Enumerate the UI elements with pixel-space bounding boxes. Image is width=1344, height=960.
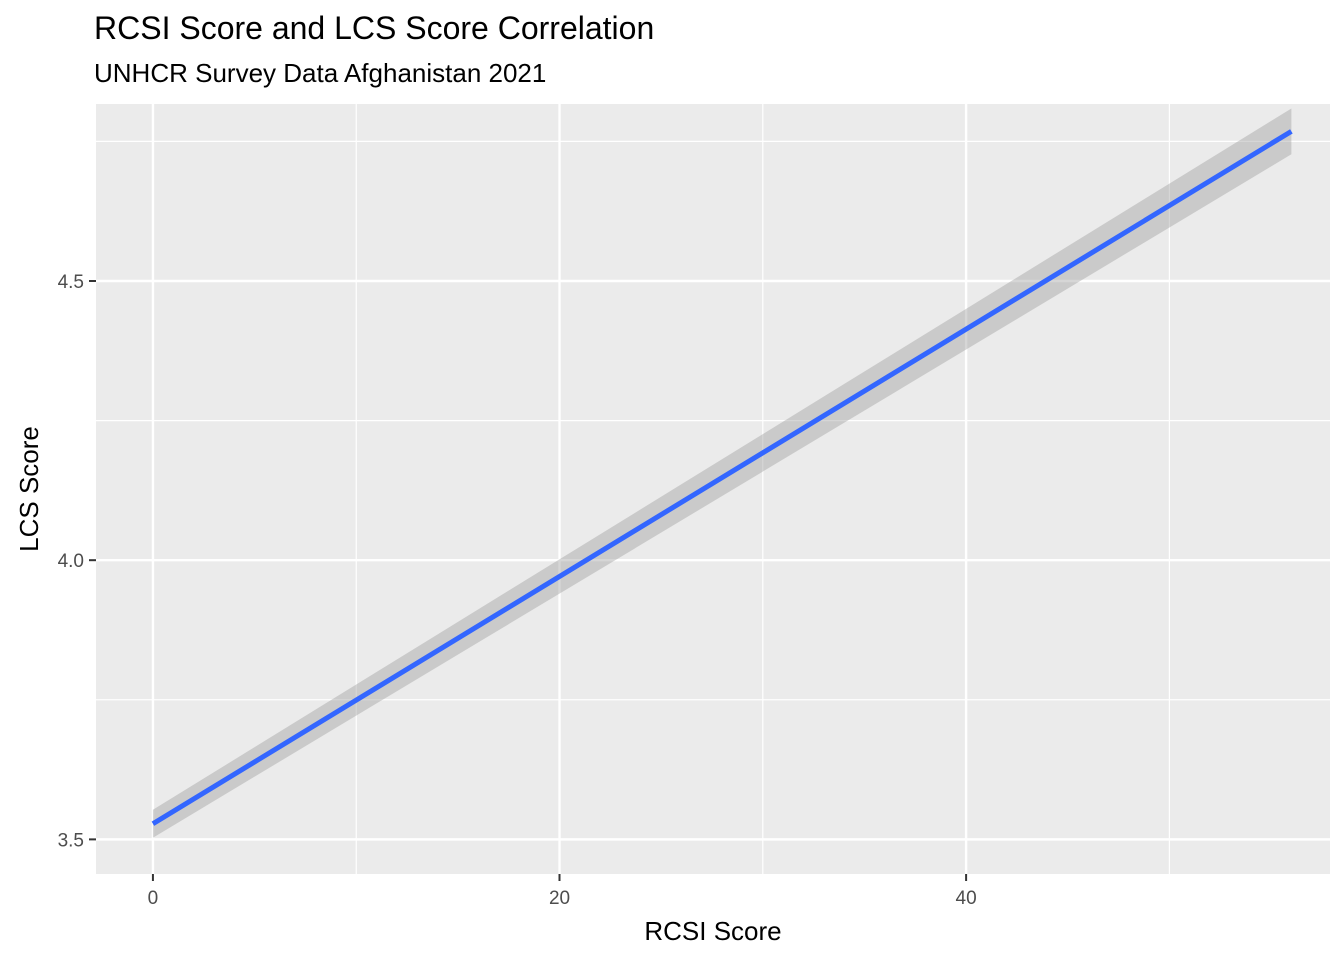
x-tick-label: 20 <box>549 888 570 909</box>
x-axis: 0 20 40 <box>148 874 977 909</box>
y-axis-title: LCS Score <box>14 426 44 552</box>
y-tick-label: 3.5 <box>58 830 84 851</box>
x-axis-title: RCSI Score <box>644 916 781 946</box>
y-tick-label: 4.0 <box>58 551 84 572</box>
x-tick-label: 0 <box>148 888 159 909</box>
regression-line <box>151 129 1293 826</box>
y-axis: 3.5 4.0 4.5 <box>58 272 96 851</box>
confidence-ribbon <box>152 108 1292 838</box>
major-gridlines <box>96 104 1330 874</box>
y-tick-label: 4.5 <box>58 272 84 293</box>
chart-title: RCSI Score and LCS Score Correlation <box>94 10 655 46</box>
chart-subtitle: UNHCR Survey Data Afghanistan 2021 <box>94 58 547 88</box>
x-tick-label: 40 <box>956 888 977 909</box>
minor-gridlines <box>96 104 1330 874</box>
